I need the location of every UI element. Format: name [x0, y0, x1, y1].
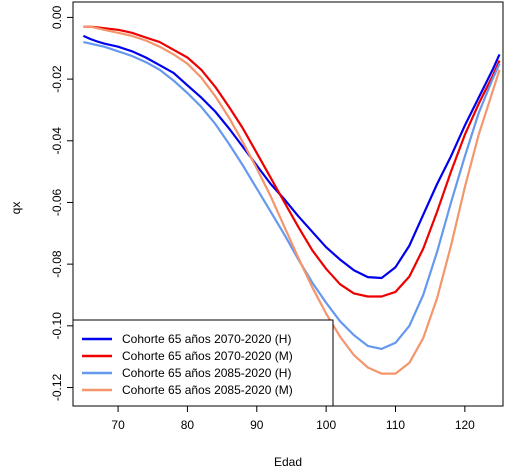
- x-tick-label: 90: [250, 418, 264, 432]
- series-line-2: [83, 25, 501, 298]
- y-tick-label: -0.10: [50, 312, 64, 340]
- y-axis: 0.00 -0.02 -0.04 -0.06 -0.08 -0.10 -0.12: [50, 5, 73, 401]
- x-axis: 70 80 90 100 110 120: [111, 406, 475, 432]
- legend-label-4: Cohorte 65 años 2085-2020 (M): [122, 383, 293, 397]
- series-layer: [82, 25, 501, 375]
- x-tick-label: 80: [181, 418, 195, 432]
- y-axis-title: qx: [9, 202, 23, 215]
- y-tick-label: -0.04: [50, 127, 64, 155]
- legend: Cohorte 65 años 2070-2020 (H) Cohorte 65 …: [72, 319, 334, 407]
- series-line-1: [82, 34, 501, 280]
- y-tick-label: 0.00: [50, 5, 64, 29]
- legend-label-2: Cohorte 65 años 2070-2020 (M): [122, 349, 293, 363]
- x-tick-label: 120: [455, 418, 475, 432]
- legend-label-3: Cohorte 65 años 2085-2020 (H): [122, 366, 291, 380]
- legend-label-1: Cohorte 65 años 2070-2020 (H): [122, 332, 291, 346]
- x-axis-title: Edad: [274, 455, 302, 469]
- legend-box: [72, 319, 334, 407]
- y-tick-label: -0.08: [50, 250, 64, 278]
- x-tick-label: 110: [386, 418, 405, 432]
- y-tick-label: -0.12: [50, 373, 64, 401]
- x-tick-label: 70: [111, 418, 125, 432]
- series-line-3: [83, 41, 501, 350]
- series-line-4: [83, 25, 501, 375]
- y-tick-label: -0.02: [50, 65, 64, 93]
- y-tick-label: -0.06: [50, 188, 64, 216]
- x-tick-label: 100: [316, 418, 336, 432]
